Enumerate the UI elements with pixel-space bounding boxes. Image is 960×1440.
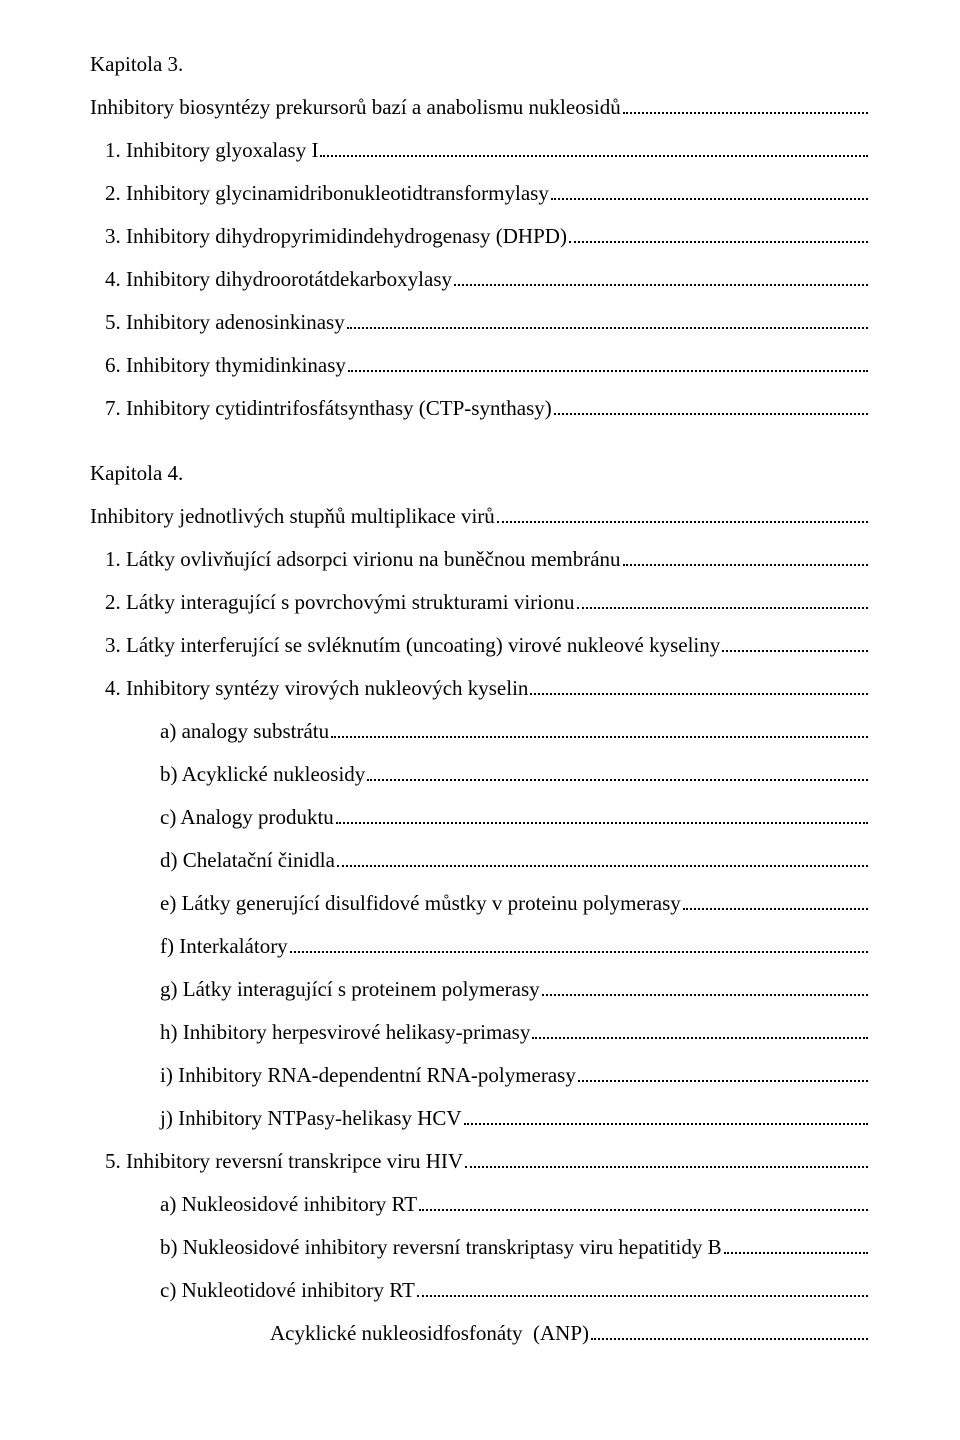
toc-entry: Inhibitory biosyntézy prekursorů bazí a … (90, 97, 870, 118)
toc-entry: 1. Látky ovlivňující adsorpci virionu na… (90, 549, 870, 570)
toc-leader-dots (623, 100, 868, 114)
toc-leader-dots (347, 315, 868, 329)
toc-entry-label: b) Nukleosidové inhibitory reversní tran… (160, 1237, 722, 1258)
toc-entry-label: h) Inhibitory herpesvirové helikasy-prim… (160, 1022, 530, 1043)
toc-entry-label: c) Analogy produktu (160, 807, 334, 828)
chapter-heading: Kapitola 4. (90, 463, 870, 484)
toc-entry-label: 1. Látky ovlivňující adsorpci virionu na… (105, 549, 621, 570)
toc-leader-dots (454, 272, 868, 286)
toc-entry-label: 2. Inhibitory glycinamidribonukleotidtra… (105, 183, 549, 204)
toc-entry: 1. Inhibitory glyoxalasy I (90, 140, 870, 161)
toc-entry: 6. Inhibitory thymidinkinasy (90, 355, 870, 376)
toc-entry: g) Látky interagující s proteinem polyme… (90, 979, 870, 1000)
toc-entry: d) Chelatační činidla (90, 850, 870, 871)
toc-leader-dots (591, 1326, 868, 1340)
toc-entry-label: c) Nukleotidové inhibitory RT (160, 1280, 415, 1301)
toc-leader-dots (336, 810, 868, 824)
toc-entry-label: 3. Inhibitory dihydropyrimidindehydrogen… (105, 226, 567, 247)
toc-entry-label: d) Chelatační činidla (160, 850, 335, 871)
document-page: Kapitola 3. Inhibitory biosyntézy prekurs… (0, 0, 960, 1440)
toc-entry: c) Analogy produktu (90, 807, 870, 828)
toc-entry-label: 6. Inhibitory thymidinkinasy (105, 355, 346, 376)
toc-entry-label: i) Inhibitory RNA-dependentní RNA-polyme… (160, 1065, 576, 1086)
toc-entry-label: 5. Inhibitory reversní transkripce viru … (105, 1151, 463, 1172)
toc-leader-dots (417, 1283, 868, 1297)
toc-leader-dots (530, 681, 868, 695)
toc-entry-label: Inhibitory biosyntézy prekursorů bazí a … (90, 97, 621, 118)
toc-entry: 2. Inhibitory glycinamidribonukleotidtra… (90, 183, 870, 204)
toc-entry: 3. Látky interferující se svléknutím (un… (90, 635, 870, 656)
blank-line (90, 441, 870, 463)
toc-entry-label: 5. Inhibitory adenosinkinasy (105, 312, 345, 333)
toc-leader-dots (320, 143, 868, 157)
toc-leader-dots (532, 1025, 868, 1039)
toc-entry: Acyklické nukleosidfosfonáty (ANP) (90, 1323, 870, 1344)
toc-entry: h) Inhibitory herpesvirové helikasy-prim… (90, 1022, 870, 1043)
toc-entry: j) Inhibitory NTPasy-helikasy HCV (90, 1108, 870, 1129)
toc-entry-label: g) Látky interagující s proteinem polyme… (160, 979, 540, 1000)
toc-leader-dots (722, 638, 868, 652)
toc-leader-dots (290, 939, 868, 953)
toc-leader-dots (724, 1240, 868, 1254)
toc-leader-dots (337, 853, 868, 867)
toc-leader-dots (331, 724, 868, 738)
toc-entry: c) Nukleotidové inhibitory RT (90, 1280, 870, 1301)
toc-entry: 7. Inhibitory cytidintrifosfátsynthasy (… (90, 398, 870, 419)
toc-entry-label: 4. Inhibitory dihydroorotátdekarboxylasy (105, 269, 452, 290)
toc-leader-dots (578, 1068, 868, 1082)
toc-entry: 4. Inhibitory syntézy virových nukleovýc… (90, 678, 870, 699)
toc-entry: a) analogy substrátu (90, 721, 870, 742)
chapter-heading: Kapitola 3. (90, 54, 870, 75)
toc-leader-dots (577, 595, 869, 609)
toc-entry-label: e) Látky generující disulfidové můstky v… (160, 893, 681, 914)
toc-entry-label: 2. Látky interagující s povrchovými stru… (105, 592, 575, 613)
toc-entry-label: Inhibitory jednotlivých stupňů multiplik… (90, 506, 495, 527)
toc-leader-dots (542, 982, 868, 996)
toc-entry: b) Acyklické nukleosidy (90, 764, 870, 785)
toc-entry-label: j) Inhibitory NTPasy-helikasy HCV (160, 1108, 462, 1129)
toc-leader-dots (465, 1154, 868, 1168)
toc-entry-label: 1. Inhibitory glyoxalasy I (105, 140, 318, 161)
toc-leader-dots (551, 186, 868, 200)
toc-entry-label: b) Acyklické nukleosidy (160, 764, 365, 785)
toc-entry: 4. Inhibitory dihydroorotátdekarboxylasy (90, 269, 870, 290)
toc-entry: i) Inhibitory RNA-dependentní RNA-polyme… (90, 1065, 870, 1086)
toc-entry-label: a) analogy substrátu (160, 721, 329, 742)
toc-entry: 5. Inhibitory reversní transkripce viru … (90, 1151, 870, 1172)
toc-leader-dots (569, 229, 868, 243)
toc-entry: 2. Látky interagující s povrchovými stru… (90, 592, 870, 613)
toc-leader-dots (623, 552, 868, 566)
toc-entry-label: 7. Inhibitory cytidintrifosfátsynthasy (… (105, 398, 552, 419)
toc-entry: a) Nukleosidové inhibitory RT (90, 1194, 870, 1215)
toc-leader-dots (683, 896, 868, 910)
toc-entry: 5. Inhibitory adenosinkinasy (90, 312, 870, 333)
toc-entry-label: 3. Látky interferující se svléknutím (un… (105, 635, 720, 656)
toc-leader-dots (367, 767, 868, 781)
toc-entry-label: Acyklické nukleosidfosfonáty (ANP) (270, 1323, 589, 1344)
toc-leader-dots (348, 358, 868, 372)
toc-entry-label: 4. Inhibitory syntézy virových nukleovýc… (105, 678, 528, 699)
toc-entry: 3. Inhibitory dihydropyrimidindehydrogen… (90, 226, 870, 247)
toc-leader-dots (554, 401, 868, 415)
toc-entry: Inhibitory jednotlivých stupňů multiplik… (90, 506, 870, 527)
toc-entry-label: a) Nukleosidové inhibitory RT (160, 1194, 417, 1215)
toc-entry: f) Interkalátory (90, 936, 870, 957)
toc-leader-dots (497, 509, 868, 523)
toc-entry-label: f) Interkalátory (160, 936, 288, 957)
toc-leader-dots (464, 1111, 868, 1125)
toc-entry: b) Nukleosidové inhibitory reversní tran… (90, 1237, 870, 1258)
toc-leader-dots (419, 1197, 868, 1211)
toc-entry: e) Látky generující disulfidové můstky v… (90, 893, 870, 914)
